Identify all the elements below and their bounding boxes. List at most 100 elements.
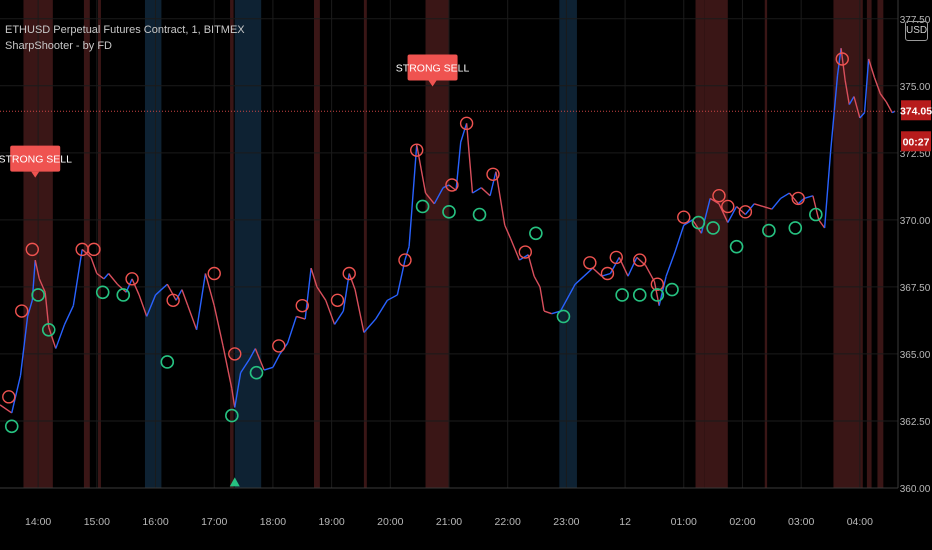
price-segment [363,318,377,333]
sell-band [695,0,705,488]
price-segment [539,286,545,312]
strong-sell-text: STRONG SELL [396,62,470,74]
price-segment [509,238,521,261]
price-segment [780,192,790,200]
price-segment [691,219,702,234]
buy-signal-circle [442,205,456,219]
price-tick-label: 370.00 [900,216,931,227]
buy-signal-circle [788,221,803,235]
buy-signal-circle [415,199,430,214]
currency-button[interactable]: USD [905,21,928,41]
price-segment [96,272,105,280]
price-segment [480,187,491,197]
price-segment [38,278,46,293]
indicator-legend[interactable]: SharpShooter - by FD [5,40,112,52]
buy-signal-circle [665,282,679,297]
sell-band [833,0,863,488]
price-segment [116,283,127,293]
price-segment [272,353,281,368]
time-tick-label: 14:00 [25,516,51,528]
price-segment [829,75,839,153]
sell-band [764,0,768,488]
price-segment [727,206,738,223]
time-tick-label: 03:00 [788,516,814,528]
sell-signal-circle [486,167,500,181]
price-segment [844,80,850,105]
price-tick-label: 360.00 [900,484,931,495]
price-tick-label: 375.00 [900,82,931,93]
buy-signal-circle [116,288,131,302]
price-segment [653,281,660,306]
price-segment [618,257,629,277]
price-segment [234,372,242,408]
sell-signal-circle [583,256,597,270]
buy-signal-circle [249,365,264,380]
price-segment [34,259,41,280]
sell-band [363,0,367,488]
countdown-value: 00:27 [903,136,930,148]
price-tick-label: 365.00 [900,350,931,361]
sell-signal-circle [125,272,139,286]
sell-signal-circle [207,266,221,281]
price-segment [568,283,576,296]
sell-signal-circle [712,189,726,203]
price-segment [175,289,183,301]
buy-band [144,0,162,488]
sell-band [704,0,728,488]
price-segment [867,58,876,78]
sell-band [98,0,101,488]
price-segment [408,144,418,247]
time-tick-label: 15:00 [84,516,110,528]
strong-sell-label-box [10,145,61,172]
buy-signal-circle [160,355,175,369]
price-segment [762,205,773,210]
price-segment [465,123,474,194]
sell-signal-circle [633,253,647,267]
price-segment [304,268,312,320]
price-segment [63,305,74,325]
buy-band [559,0,577,488]
sell-signal-circle [87,242,101,257]
last-price-tag [901,100,931,121]
price-segment [19,316,29,376]
sell-signal-circle [677,210,691,224]
price-tick-label: 362.50 [900,417,931,428]
time-tick-label: 01:00 [671,516,697,528]
price-segment [138,294,148,317]
price-segment [771,197,782,210]
price-segment [472,187,482,194]
time-tick-label: 23:00 [553,516,579,528]
price-segment [44,292,50,328]
price-segment [527,254,535,277]
buy-signal-circle [809,207,823,222]
symbol-legend[interactable]: ETHUSD Perpetual Futures Contract, 1, BI… [5,24,245,36]
price-segment [559,294,570,312]
buy-signal-circle [691,215,706,230]
price-segment [674,225,685,253]
buy-signal-circle [729,239,744,254]
sell-signal-circle [410,143,424,157]
price-segment [683,219,693,226]
price-segment [90,257,98,274]
strong-sell-label: STRONG SELL [0,145,72,178]
price-segment [583,267,594,277]
price-segment [48,326,57,349]
price-segment [424,192,435,205]
strong-sell-pointer [31,171,40,178]
buy-arrow-icon [229,477,240,487]
price-segment [848,96,855,105]
price-segment [433,187,444,205]
price-segment [788,192,799,205]
last-price-value: 374.05 [900,105,932,117]
sell-band [230,0,234,488]
buy-signal-circle [31,288,45,302]
sell-band [314,0,320,488]
price-segment [609,257,620,274]
price-segment [736,205,746,216]
price-segment [404,246,410,261]
price-segment [495,171,506,226]
sell-signal-circle [721,199,735,214]
price-segment [11,375,22,414]
buy-signal-circle [762,223,776,238]
